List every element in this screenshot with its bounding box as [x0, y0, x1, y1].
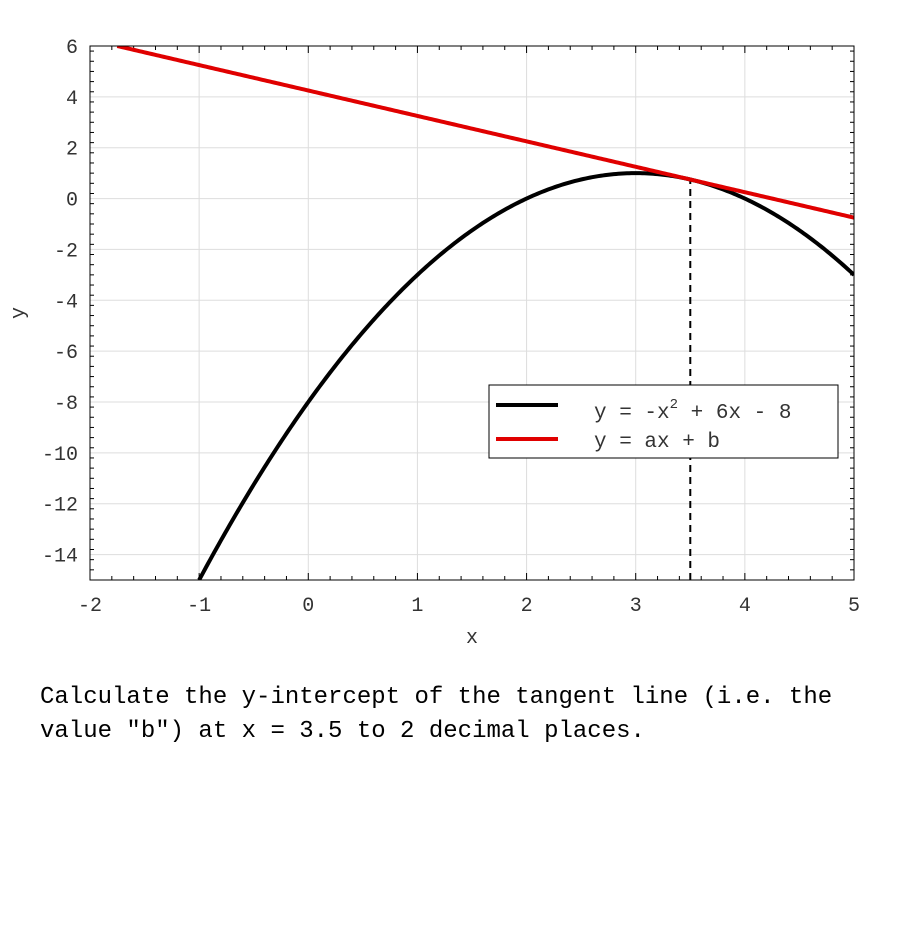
grid: [90, 46, 854, 580]
ticks: [89, 46, 855, 581]
x-tick-label: 5: [848, 595, 860, 618]
y-tick-label: 0: [66, 190, 78, 213]
y-tick-label: -14: [42, 546, 78, 569]
x-tick-label: 4: [739, 595, 751, 618]
legend-label-curve: y = -x2 + 6x - 8: [594, 397, 791, 425]
question-text: Calculate the y-intercept of the tangent…: [40, 684, 833, 745]
y-tick-label: -8: [54, 393, 78, 416]
legend-label-curve-suffix: + 6x - 8: [678, 402, 791, 425]
x-tick-label: 2: [521, 595, 533, 618]
legend-label-curve-sup: 2: [670, 397, 678, 413]
x-tick-label: -2: [78, 595, 102, 618]
y-tick-label: -6: [54, 342, 78, 365]
y-tick-label: 6: [66, 37, 78, 60]
legend-label-curve-prefix: y = -x: [594, 402, 670, 425]
legend: y = -x2 + 6x - 8 y = ax + b: [488, 384, 839, 459]
x-tick-label: 1: [411, 595, 423, 618]
x-tick-label: 3: [630, 595, 642, 618]
plot-background: [90, 46, 854, 580]
legend-box: [488, 384, 839, 459]
plot-frame: [89, 45, 855, 581]
series-layer: [116, 46, 854, 580]
y-tick-label: 2: [66, 139, 78, 162]
series-tangent-line: [116, 46, 854, 220]
y-tick-label: -12: [42, 495, 78, 518]
legend-label-line: y = ax + b: [594, 431, 720, 454]
series-parabola-curve: [197, 171, 854, 580]
x-tick-label: -1: [187, 595, 211, 618]
y-tick-label: -4: [54, 291, 78, 314]
y-tick-label: -10: [42, 444, 78, 467]
y-axis-label: y: [8, 307, 31, 319]
y-tick-label: 4: [66, 88, 78, 111]
x-tick-label: 0: [302, 595, 314, 618]
y-tick-label: -2: [54, 240, 78, 263]
x-axis-label: x: [466, 627, 478, 650]
